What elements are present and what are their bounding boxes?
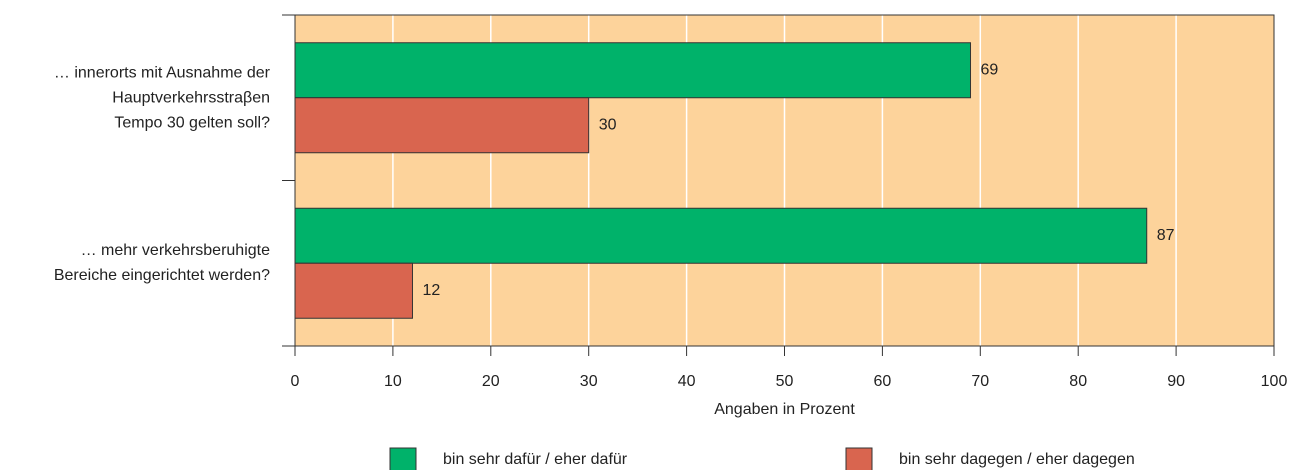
- x-tick-label: 50: [776, 373, 794, 390]
- value-label: 30: [599, 116, 617, 133]
- x-tick-label: 60: [874, 373, 892, 390]
- bar: [294, 42, 972, 99]
- x-tick-label: 40: [678, 373, 696, 390]
- value-label: 87: [1157, 227, 1175, 244]
- value-label: 69: [981, 61, 999, 78]
- bar: [294, 207, 1148, 264]
- bar: [294, 262, 413, 319]
- x-axis-title: Angaben in Prozent: [714, 401, 855, 418]
- x-tick-label: 0: [291, 373, 300, 390]
- x-tick-label: 100: [1261, 373, 1288, 390]
- x-tick-label: 20: [482, 373, 500, 390]
- legend-swatch: [389, 447, 417, 470]
- legend-label: bin sehr dafür / eher dafür: [443, 451, 628, 468]
- legend-label: bin sehr dagegen / eher dagegen: [899, 451, 1135, 468]
- value-label: 12: [422, 282, 440, 299]
- x-tick-label: 30: [580, 373, 598, 390]
- x-tick-label: 90: [1167, 373, 1185, 390]
- legend-swatch: [845, 447, 873, 470]
- bar: [294, 97, 590, 154]
- y-tick-label: … mehr verkehrsberuhigte Bereiche einger…: [53, 242, 270, 285]
- x-tick-label: 70: [971, 373, 989, 390]
- x-tick-label: 80: [1069, 373, 1087, 390]
- y-tick-label: … innerorts mit Ausnahme der Hauptverkeh…: [53, 64, 270, 132]
- x-tick-label: 10: [384, 373, 402, 390]
